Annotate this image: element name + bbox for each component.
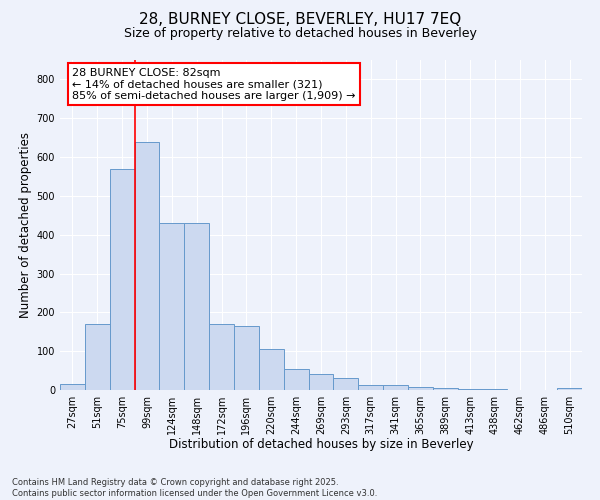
Bar [209,324,234,390]
Bar [358,386,383,390]
Bar [408,387,433,390]
Bar [234,326,259,390]
Text: 28, BURNEY CLOSE, BEVERLEY, HU17 7EQ: 28, BURNEY CLOSE, BEVERLEY, HU17 7EQ [139,12,461,28]
Bar [308,374,334,390]
Bar [110,168,134,390]
Bar [259,349,284,390]
Bar [433,388,458,390]
X-axis label: Distribution of detached houses by size in Beverley: Distribution of detached houses by size … [169,438,473,452]
Bar [334,378,358,390]
Bar [184,223,209,390]
Bar [60,384,85,390]
Bar [557,388,582,390]
Text: Contains HM Land Registry data © Crown copyright and database right 2025.
Contai: Contains HM Land Registry data © Crown c… [12,478,377,498]
Bar [383,386,408,390]
Bar [85,324,110,390]
Bar [458,389,482,390]
Bar [482,389,508,390]
Text: Size of property relative to detached houses in Beverley: Size of property relative to detached ho… [124,28,476,40]
Bar [134,142,160,390]
Text: 28 BURNEY CLOSE: 82sqm
← 14% of detached houses are smaller (321)
85% of semi-de: 28 BURNEY CLOSE: 82sqm ← 14% of detached… [73,68,356,101]
Bar [284,368,308,390]
Y-axis label: Number of detached properties: Number of detached properties [19,132,32,318]
Bar [160,223,184,390]
